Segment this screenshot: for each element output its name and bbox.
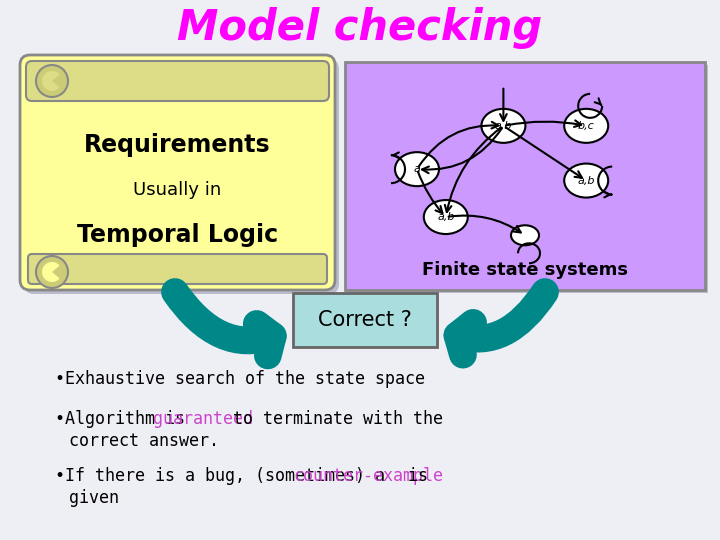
Text: is: is [398, 467, 428, 485]
Text: Requirements: Requirements [84, 133, 271, 157]
Text: a,b: a,b [437, 212, 454, 222]
Text: Correct ?: Correct ? [318, 310, 412, 330]
FancyBboxPatch shape [20, 55, 335, 290]
FancyBboxPatch shape [24, 59, 339, 294]
Text: Finite state systems: Finite state systems [422, 261, 628, 279]
Text: given: given [69, 489, 119, 507]
Wedge shape [42, 262, 60, 282]
Wedge shape [42, 71, 60, 91]
Text: •If there is a bug, (sometimes) a: •If there is a bug, (sometimes) a [55, 467, 395, 485]
Ellipse shape [424, 200, 468, 234]
Text: counter-example: counter-example [293, 467, 443, 485]
Text: •Exhaustive search of the state space: •Exhaustive search of the state space [55, 370, 425, 388]
Text: to terminate with the: to terminate with the [223, 410, 443, 428]
Text: a,b: a,b [495, 121, 512, 131]
Ellipse shape [395, 152, 439, 186]
Text: Model checking: Model checking [177, 7, 543, 49]
FancyBboxPatch shape [28, 254, 327, 284]
FancyBboxPatch shape [293, 293, 437, 347]
Ellipse shape [511, 225, 539, 245]
Ellipse shape [482, 109, 526, 143]
FancyBboxPatch shape [26, 61, 329, 101]
Text: correct answer.: correct answer. [69, 432, 219, 450]
Text: Temporal Logic: Temporal Logic [77, 223, 278, 247]
Text: •Algorithm is: •Algorithm is [55, 410, 195, 428]
Text: a: a [413, 164, 420, 174]
Circle shape [36, 65, 68, 97]
Text: guaranteed: guaranteed [153, 410, 253, 428]
Ellipse shape [564, 109, 608, 143]
Text: Usually in: Usually in [133, 181, 222, 199]
Text: a,b: a,b [577, 176, 595, 186]
FancyBboxPatch shape [345, 62, 705, 290]
Circle shape [36, 256, 68, 288]
FancyBboxPatch shape [348, 65, 708, 293]
Ellipse shape [564, 164, 608, 198]
Text: b,c: b,c [578, 121, 595, 131]
